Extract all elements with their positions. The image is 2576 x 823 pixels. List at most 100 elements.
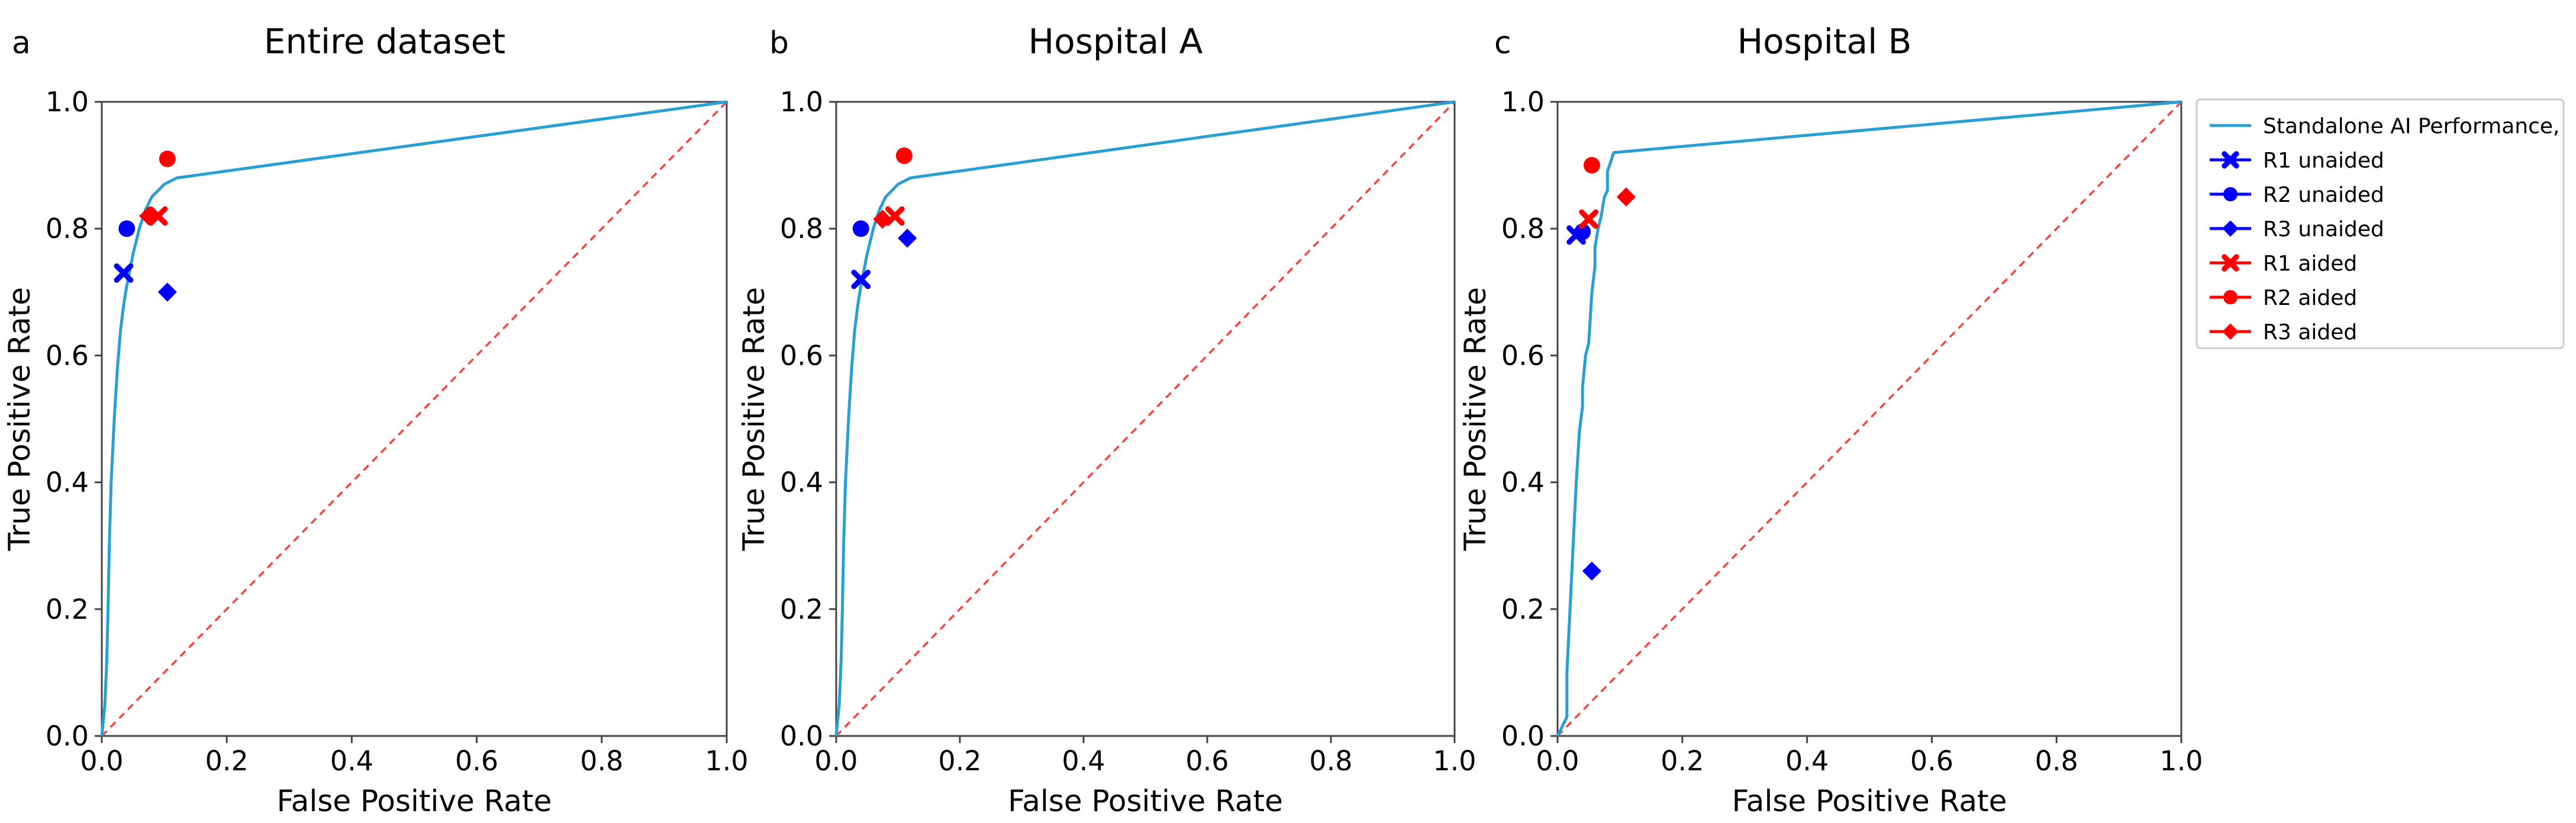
panel-b-x-axis-label: False Positive Rate (1008, 784, 1283, 818)
panel-c-chance-line (1556, 101, 2182, 737)
panel-c-x-axis-label: False Positive Rate (1732, 784, 2007, 818)
panel-b-y-axis-label: True Positive Rate (737, 287, 771, 551)
panel-c-r1-aided-point (1579, 209, 1599, 229)
panel-c-x-tick-label: 0.8 (2035, 745, 2078, 777)
legend-marker (2222, 151, 2239, 169)
panel-b-x-tick-label: 0.4 (1062, 745, 1105, 777)
legend-marker-stroke-b (2222, 151, 2239, 169)
legend-marker (2222, 220, 2239, 237)
panel-a-r3-aided-point (139, 206, 159, 226)
legend-label: R1 aided (2263, 252, 2357, 276)
panel-c-r2-unaided-point (1574, 223, 1591, 240)
panel-b-r3-unaided-point (898, 229, 917, 248)
panel-b-chance-line (835, 101, 1456, 737)
panel-c-y-tick-label: 0.8 (1501, 213, 1545, 245)
panel-a-r3-unaided-point (157, 282, 177, 302)
panel-a-r1-unaided-point (114, 263, 134, 283)
panel-a-y-tick-label: 0.0 (46, 720, 89, 752)
panel-b-x-tick-label: 1.0 (1433, 745, 1476, 777)
panel-a-y-tick-label: 1.0 (46, 86, 89, 118)
legend-label: R2 aided (2263, 286, 2357, 310)
panel-c-y-axis-label: True Positive Rate (1458, 287, 1492, 551)
panel-c-y-tick-label: 0.4 (1501, 467, 1545, 499)
panel-b-x-tick-label: 0.6 (1185, 745, 1229, 777)
legend-item: R2 unaided (2210, 183, 2384, 207)
panel-a-r2-unaided-point (118, 220, 136, 237)
legend-label: R3 unaided (2263, 217, 2384, 242)
panel-c-chart: c Hospital B 0.0 0.2 0.4 0.6 0.8 1.0 0.0 0.2 0.4 0.… (1458, 21, 2203, 818)
panel-a-x-tick-label: 0.6 (455, 745, 498, 777)
panel-a-title: Entire dataset (264, 21, 505, 62)
panel-a-r2-aided-point (159, 150, 176, 168)
panel-c-r3-unaided-point (1582, 561, 1602, 581)
legend-label: R2 unaided (2263, 183, 2384, 207)
legend-marker (2223, 290, 2238, 304)
panel-a-r1-unaided-point-stroke-b (114, 263, 134, 283)
panel-b-y-tick-label: 0.0 (780, 720, 823, 752)
panel-a-y-tick-label: 0.4 (46, 467, 89, 499)
panel-b-r3-aided-point (873, 210, 892, 229)
panel-b-y-tick-label: 0.2 (780, 593, 823, 625)
panel-b-chart: b Hospital A 0.0 0.2 0.4 0.6 0.8 1.0 0.0 0.2 0.4 0.… (737, 21, 1476, 818)
panel-a-axes-frame (101, 101, 728, 737)
panel-b-y-tick-label: 1.0 (780, 86, 823, 118)
panel-b-r2-unaided-point (852, 220, 869, 237)
panel-c-y-tick-label: 0.0 (1501, 720, 1545, 752)
legend-box (2195, 98, 2565, 349)
panel-b-x-tick-label: 0.2 (938, 745, 981, 777)
legend-marker (2223, 187, 2238, 201)
legend-item: R2 aided (2210, 286, 2357, 310)
panel-b-y-tick-label: 0.6 (780, 339, 823, 371)
panel-b-r2-aided-point (895, 147, 913, 165)
panel-a-x-tick-label: 0.8 (580, 745, 623, 777)
panel-c-title: Hospital B (1737, 21, 1912, 62)
legend-label: Standalone AI Performance, (2263, 114, 2559, 139)
panel-b-y-tick-label: 0.4 (780, 467, 823, 499)
panel-c-y-tick-label: 1.0 (1501, 86, 1545, 118)
panel-b-roc-curve (834, 100, 1455, 737)
panel-a-x-tick-label: 0.0 (80, 745, 123, 777)
panel-c-y-tick-label: 0.6 (1501, 339, 1545, 371)
legend-marker-stroke-b (2222, 254, 2239, 272)
panel-c-axes-frame (1556, 101, 2182, 737)
legend-marker (2222, 323, 2239, 340)
panel-c-x-tick-label: 0.2 (1661, 745, 1704, 777)
panel-a-letter: a (12, 25, 31, 61)
panel-a-y-tick-label: 0.2 (46, 593, 89, 625)
legend: Standalone AI Performance, R1 unaided R2 u… (2195, 98, 2565, 349)
panel-b-x-tick-label: 0.8 (1309, 745, 1352, 777)
panel-b-axes-frame (835, 101, 1456, 737)
panel-a-x-tick-label: 1.0 (705, 745, 748, 777)
panel-a-y-axis-label: True Positive Rate (2, 287, 37, 551)
panel-b-x-tick-label: 0.0 (814, 745, 857, 777)
panel-b-r1-unaided-point-stroke-b (851, 269, 871, 290)
panel-c-r1-aided-point-stroke-b (1579, 209, 1599, 229)
panel-a-y-tick-label: 0.6 (46, 339, 89, 371)
panel-a-chart: a Entire dataset 0.0 0.2 0.4 0.6 0.8 1.0 0.0 0.2 0… (2, 21, 749, 818)
legend-item: R3 unaided (2210, 217, 2384, 242)
panel-b-r1-unaided-point (851, 269, 871, 290)
panel-a-roc-curve (100, 100, 727, 737)
panel-b-letter: b (769, 25, 789, 61)
panel-a-x-axis-label: False Positive Rate (277, 784, 552, 818)
panel-c-x-tick-label: 0.6 (1910, 745, 1953, 777)
legend-item: Standalone AI Performance, (2210, 114, 2559, 139)
panel-b-y-tick-label: 0.8 (780, 213, 823, 245)
legend-label: R1 unaided (2263, 149, 2384, 173)
panel-c-roc-curve (1556, 100, 2182, 737)
panel-a-y-tick-label: 0.8 (46, 213, 89, 245)
panel-c-x-tick-label: 0.0 (1536, 745, 1579, 777)
panel-c-letter: c (1494, 25, 1511, 61)
panel-a-x-tick-label: 0.4 (330, 745, 373, 777)
panel-a-x-tick-label: 0.2 (205, 745, 249, 777)
panel-c-x-tick-label: 0.4 (1785, 745, 1829, 777)
legend-item: R3 aided (2210, 320, 2357, 345)
panel-a-chance-line (101, 101, 728, 737)
panel-c-r2-aided-point (1583, 157, 1600, 174)
legend-label: R3 aided (2263, 320, 2357, 345)
legend-item: R1 aided (2210, 252, 2357, 276)
panel-b-title: Hospital A (1029, 21, 1203, 62)
panel-c-x-tick-label: 1.0 (2159, 745, 2203, 777)
legend-item: R1 unaided (2210, 149, 2384, 173)
